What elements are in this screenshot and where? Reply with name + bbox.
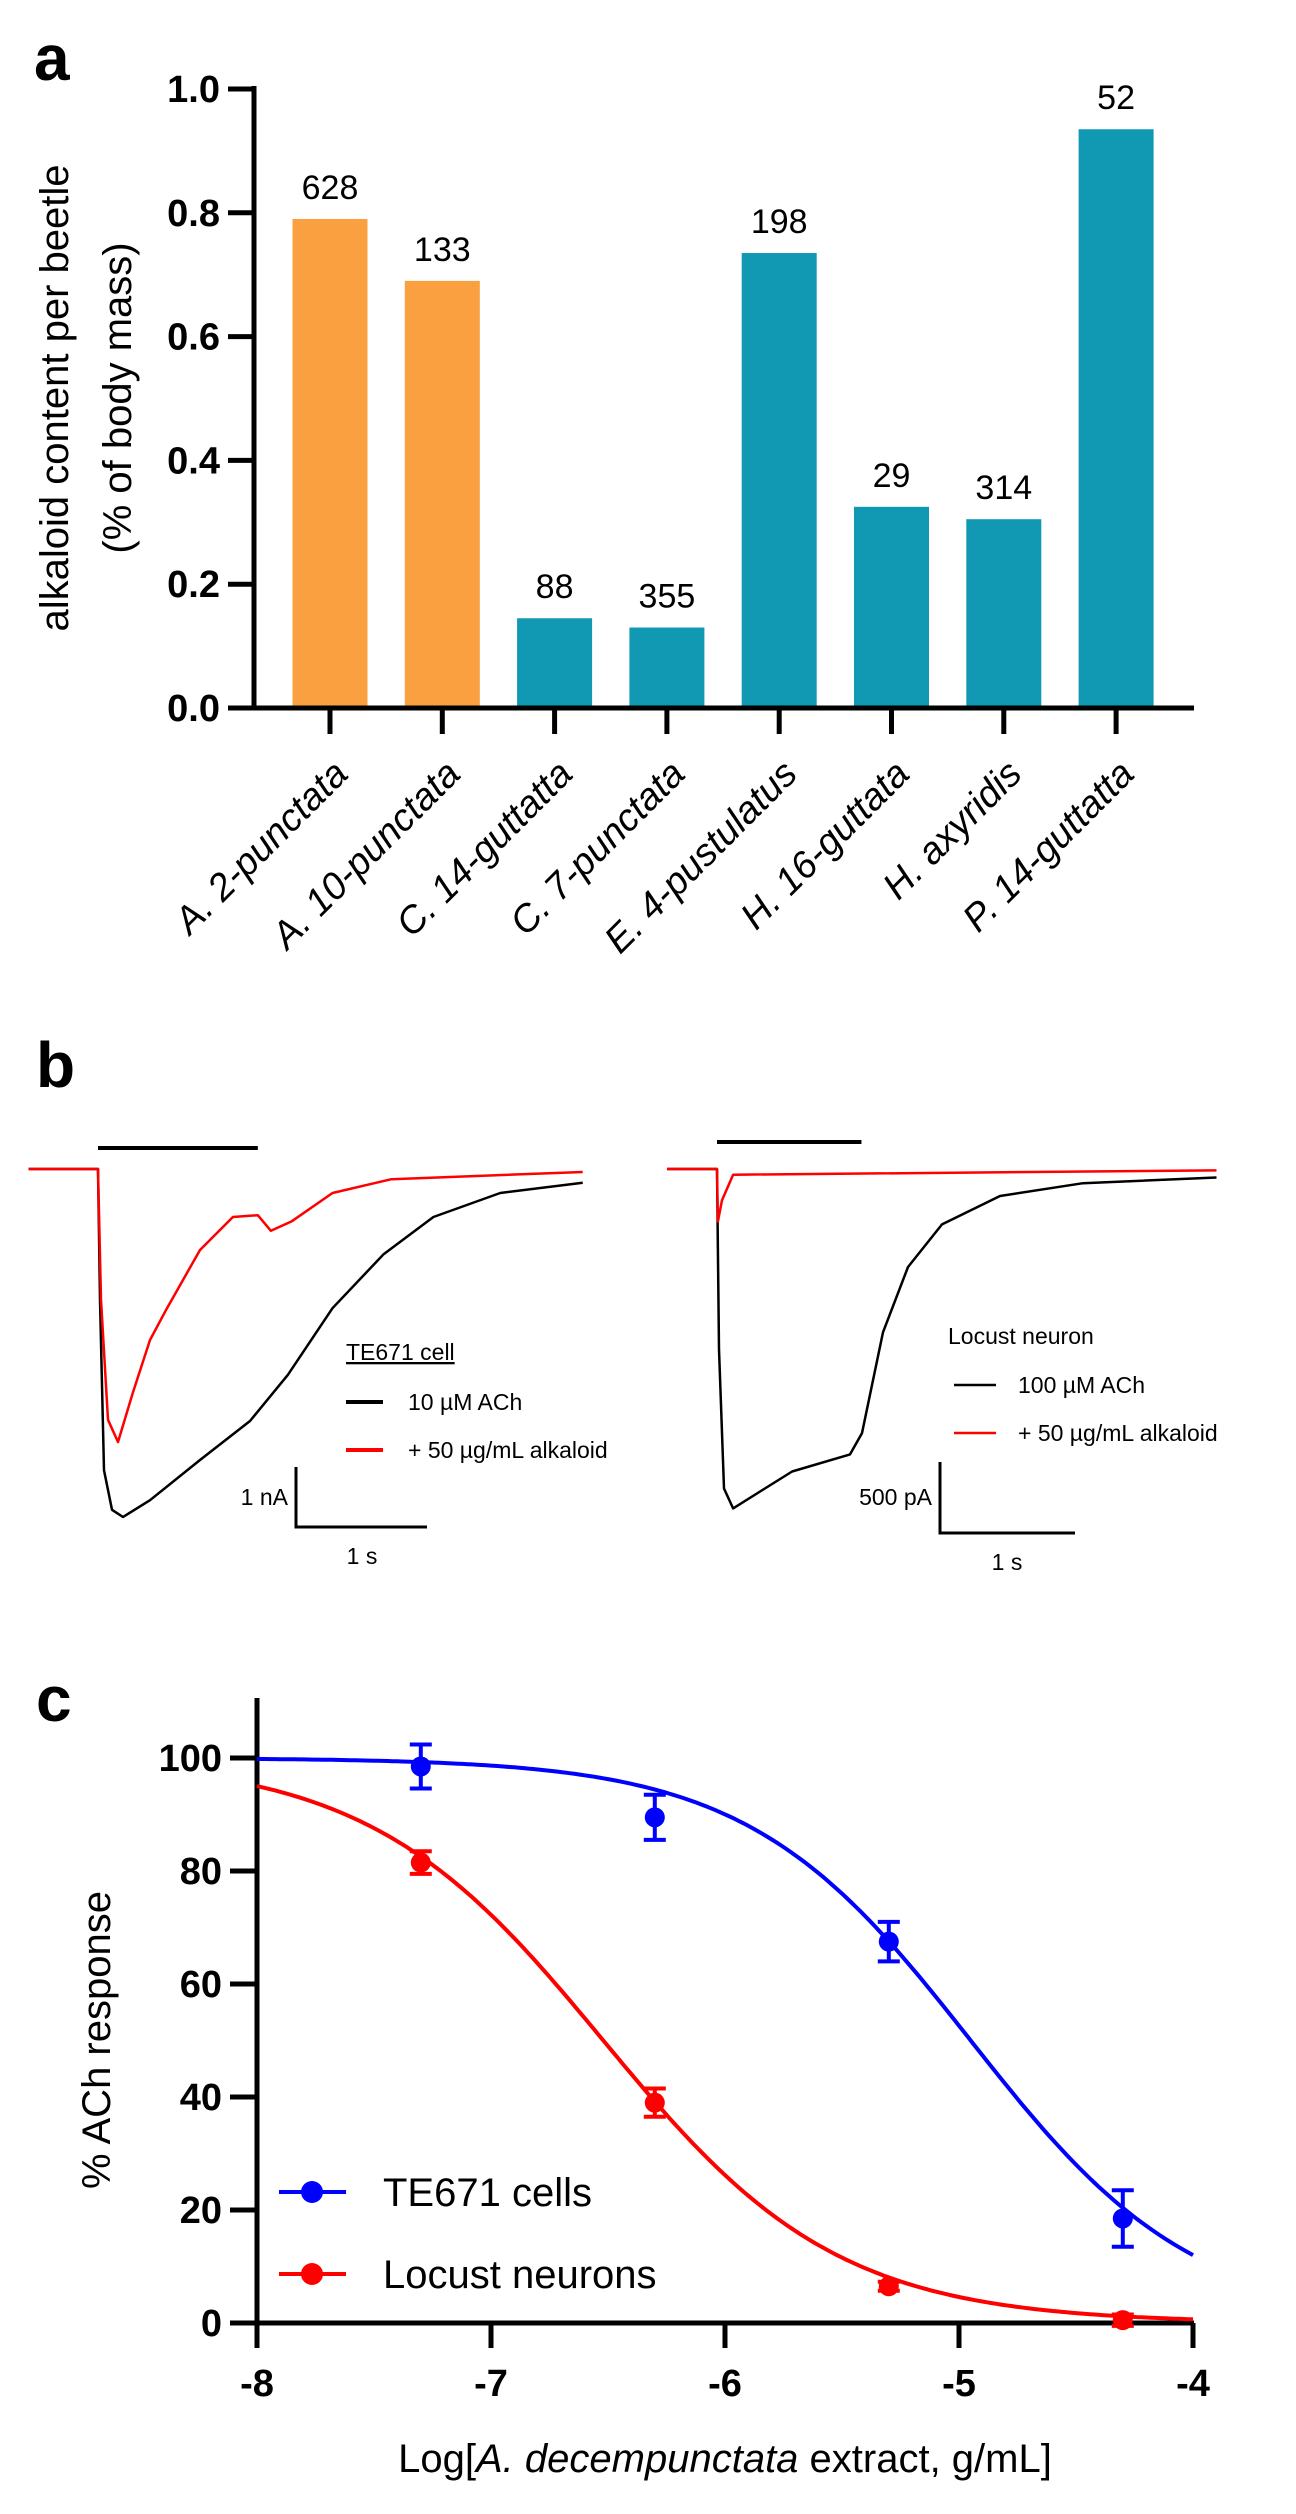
- scale-bar-time-label: 1 s: [992, 1549, 1023, 1575]
- data-point: [644, 2092, 665, 2113]
- x-axis-title-suffix: extract, g/mL]: [798, 2437, 1051, 2481]
- bar: [517, 618, 593, 708]
- trace-panel-te671: TE671 cell 10 µM ACh + 50 µg/mL alkaloid 1 …: [28, 1146, 608, 1569]
- y-axis-title-line-1: alkaloid content per beetle: [33, 165, 77, 632]
- x-tick-label: -5: [942, 2363, 976, 2405]
- bar-data-label: 29: [873, 457, 911, 495]
- y-tick-label: 100: [159, 1738, 222, 1780]
- y-tick-label: 0.8: [167, 193, 220, 235]
- x-axis-title: Log[A. decempunctata extract, g/mL]: [398, 2437, 1052, 2481]
- panel-label-c: c: [36, 1663, 72, 1735]
- data-point: [1112, 2208, 1133, 2229]
- current-trace: [28, 1167, 583, 1444]
- panel-b-current-traces: b TE671 cell 10 µM ACh + 50 µg/mL alkaloid…: [28, 1029, 1218, 1575]
- bar-data-label: 133: [414, 231, 471, 269]
- bar: [741, 253, 817, 708]
- y-tick-label: 0.6: [167, 317, 220, 359]
- legend-title: Locust neuron: [948, 1323, 1094, 1349]
- bar-data-label: 314: [975, 469, 1032, 507]
- x-tick-label: -8: [240, 2363, 274, 2405]
- legend-label: TE671 cells: [383, 2171, 592, 2215]
- data-point: [644, 1807, 665, 1828]
- bar-data-label: 88: [536, 568, 574, 606]
- data-point: [410, 1756, 431, 1777]
- scale-bar-current-label: 500 pA: [859, 1484, 933, 1510]
- current-trace: [667, 1167, 1217, 1510]
- fit-curve: [256, 1784, 1194, 2322]
- y-tick-label: 20: [180, 2190, 222, 2232]
- legend-title: TE671 cell: [346, 1339, 455, 1365]
- bar: [629, 627, 705, 708]
- x-tick-label: -6: [708, 2363, 742, 2405]
- y-tick-label: 40: [180, 2077, 222, 2119]
- x-axis-title-prefix: Log[: [398, 2437, 476, 2481]
- scale-bar-current-label: 1 nA: [241, 1484, 289, 1510]
- bar: [404, 280, 480, 708]
- x-tick-label: -4: [1176, 2363, 1210, 2405]
- data-point: [878, 2276, 899, 2297]
- legend-swatch-marker: [301, 2263, 323, 2285]
- legend-label: + 50 µg/mL alkaloid: [408, 1437, 608, 1463]
- y-tick-label: 1.0: [167, 69, 220, 111]
- bar-data-label: 628: [302, 169, 359, 207]
- legend-swatch-marker: [301, 2181, 323, 2203]
- x-axis-title-species: A. decempunctata: [474, 2437, 798, 2481]
- panel-label-a: a: [34, 22, 70, 94]
- category-label: A. 10-punctata: [263, 753, 469, 959]
- y-tick-label: 60: [180, 1964, 222, 2006]
- scale-bar-time-label: 1 s: [347, 1543, 378, 1569]
- legend-label: 10 µM ACh: [408, 1389, 522, 1415]
- bar: [854, 506, 929, 708]
- legend-label: Locust neurons: [383, 2253, 657, 2297]
- y-tick-label: 0.0: [167, 688, 220, 730]
- trace-panel-locust: Locust neuron 100 µM ACh + 50 µg/mL alkalo…: [667, 1140, 1218, 1575]
- y-tick-label: 80: [180, 1851, 222, 1893]
- bar: [1078, 129, 1154, 709]
- scale-bar: [938, 1462, 1075, 1535]
- bar-data-label: 52: [1097, 79, 1135, 117]
- y-tick-label: 0.2: [167, 564, 220, 606]
- bar-data-label: 198: [751, 203, 808, 241]
- y-axis-title: % ACh response: [75, 1891, 119, 2189]
- panel-c-dose-response: c % ACh response Log[A. decempunctata ex…: [36, 1663, 1210, 2481]
- panel-label-b: b: [36, 1029, 75, 1101]
- bar: [292, 218, 368, 709]
- x-tick-label: -7: [474, 2363, 508, 2405]
- data-point: [878, 1931, 899, 1952]
- data-point: [1112, 2310, 1133, 2331]
- current-trace: [28, 1167, 583, 1519]
- panel-a-bar-chart: a alkaloid content per beetle (% of body…: [33, 22, 1194, 962]
- bar-data-label: 355: [639, 578, 696, 616]
- scale-bar: [294, 1467, 427, 1529]
- legend-label: 100 µM ACh: [1018, 1372, 1145, 1398]
- legend-label: + 50 µg/mL alkaloid: [1018, 1420, 1218, 1446]
- y-tick-label: 0: [201, 2303, 222, 2345]
- category-label: E. 4-pustulatus: [597, 753, 806, 962]
- current-trace: [667, 1167, 1217, 1223]
- y-axis-title-line-2: (% of body mass): [96, 242, 140, 553]
- data-point: [410, 1852, 431, 1873]
- bar: [966, 519, 1042, 708]
- y-tick-label: 0.4: [167, 440, 220, 482]
